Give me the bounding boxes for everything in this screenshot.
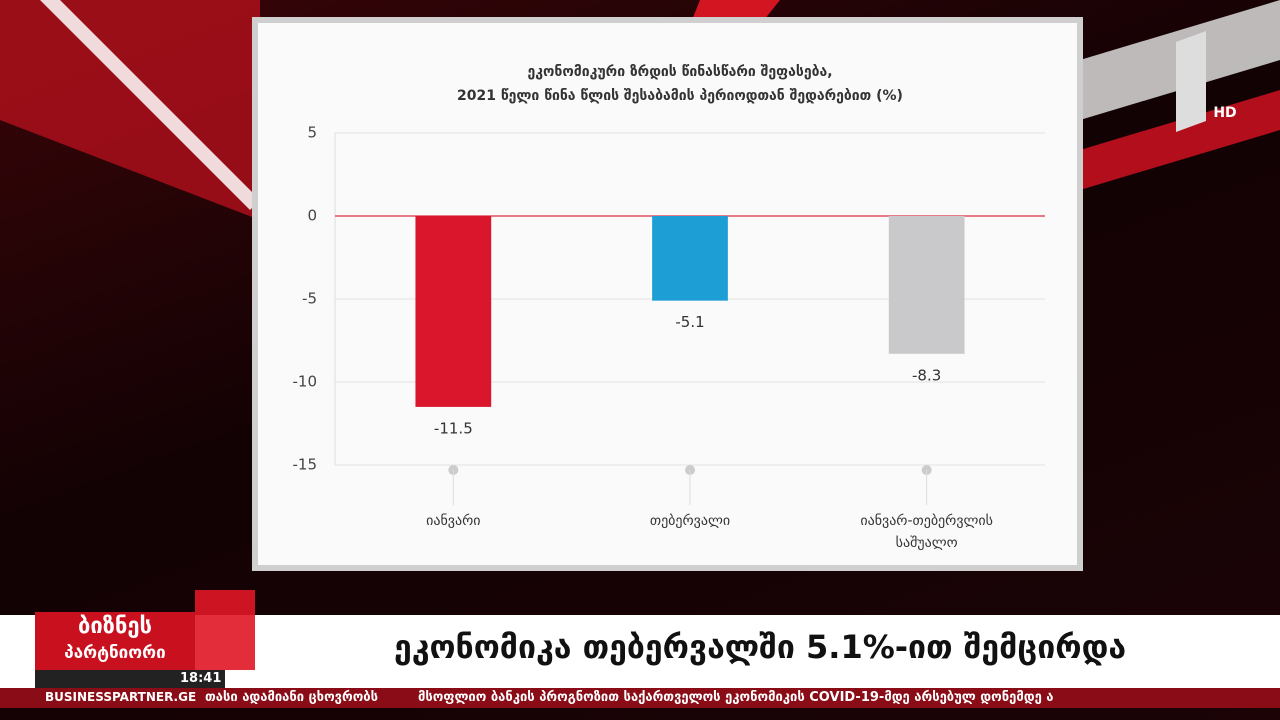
x-tick-label: იანვარ-თებერვლის საშუალო (860, 513, 993, 551)
hd-badge: HD (1213, 105, 1236, 121)
bar (888, 216, 965, 354)
clock: 18:41 (180, 671, 222, 686)
y-tick-label: 5 (307, 124, 317, 142)
y-tick-label: 0 (307, 207, 317, 225)
ticker-item: თასი ადამიანი ცხოვრობს (205, 690, 378, 705)
logo: ბიზნეს პარტნიორი (40, 614, 190, 666)
y-tick-label: -5 (302, 290, 317, 308)
ticker: თასი ადამიანი ცხოვრობს მსოფლიო ბანკის პრო… (205, 690, 1054, 705)
logo-line: პარტნიორი (64, 643, 166, 663)
x-tick-label: თებერვალი (649, 513, 731, 529)
ticker-item: მსოფლიო ბანკის პროგნოზით საქართველოს ეკო… (418, 690, 1054, 705)
headline: ეკონომიკა თებერვალში 5.1%-ით შემცირდა (393, 628, 1127, 666)
x-tick-label: იანვარი (426, 513, 481, 529)
chart-title: 2021 წელი წინა წლის შესაბამის პერიოდთან … (457, 88, 903, 104)
value-label: -11.5 (434, 419, 473, 437)
y-tick-label: -10 (293, 373, 318, 391)
value-label: -5.1 (675, 313, 704, 331)
chart-title: ეკონომიკური ზრდის წინასწარი შეფასება, (527, 64, 832, 80)
logo-line: ბიზნეს (77, 614, 153, 639)
bar (652, 216, 728, 301)
bar (415, 216, 492, 407)
y-tick-label: -15 (293, 456, 318, 474)
site: BUSINESSPARTNER.GE (45, 690, 197, 704)
value-label: -8.3 (912, 366, 941, 384)
